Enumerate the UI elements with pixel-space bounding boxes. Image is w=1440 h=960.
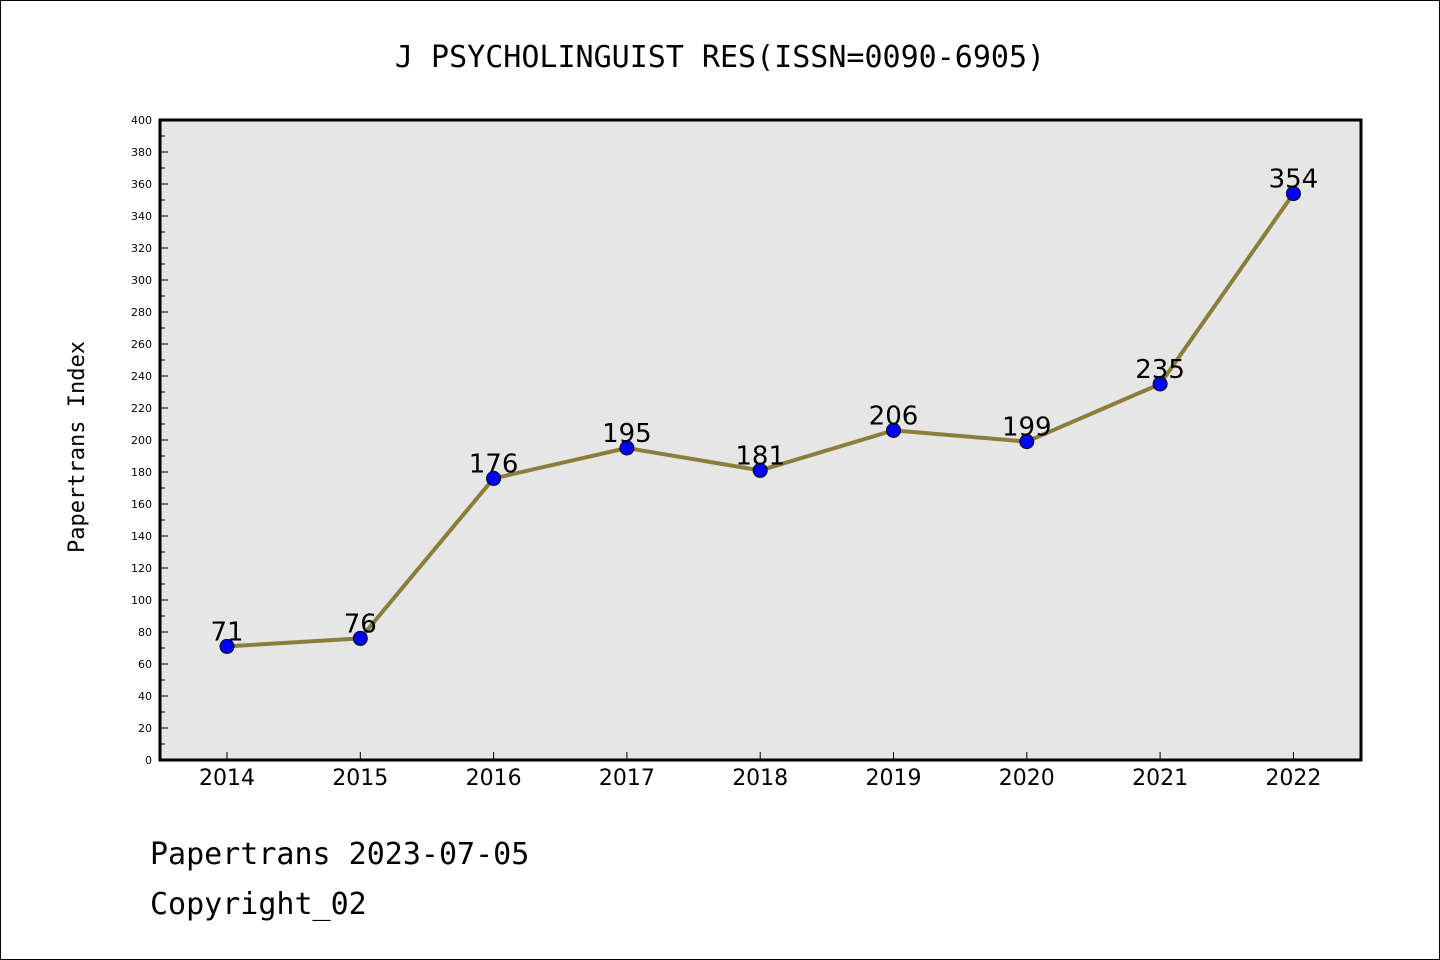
- y-tick-label: 20: [138, 722, 152, 735]
- x-tick-label: 2022: [1265, 766, 1321, 791]
- data-point: [1152, 376, 1168, 392]
- footer-date: Papertrans 2023-07-05: [150, 837, 529, 872]
- data-label: 195: [602, 419, 652, 449]
- chart-title: J PSYCHOLINGUIST RES(ISSN=0090-6905): [395, 40, 1045, 75]
- x-tick-label: 2019: [866, 766, 922, 791]
- y-tick-label: 220: [131, 402, 152, 415]
- y-tick-label: 80: [138, 626, 152, 639]
- y-tick-label: 140: [131, 530, 152, 543]
- data-point: [352, 630, 368, 646]
- y-tick-label: 360: [131, 178, 152, 191]
- x-tick-label: 2017: [599, 766, 655, 791]
- data-point: [1019, 434, 1035, 450]
- y-tick-label: 200: [131, 434, 152, 447]
- y-tick-label: 260: [131, 338, 152, 351]
- data-point: [219, 638, 235, 654]
- y-tick-label: 40: [138, 690, 152, 703]
- data-point: [1285, 186, 1301, 202]
- data-label: 181: [735, 441, 785, 471]
- y-tick-label: 180: [131, 466, 152, 479]
- y-tick-label: 100: [131, 594, 152, 607]
- y-tick-label: 300: [131, 274, 152, 287]
- data-label: 76: [344, 609, 377, 639]
- data-labels: 71 76 176 195 181 206 199 235 354: [210, 165, 1318, 648]
- y-tick-label: 240: [131, 370, 152, 383]
- y-tick-label: 60: [138, 658, 152, 671]
- y-tick-label: 280: [131, 306, 152, 319]
- y-axis: 0 20 40 60 80 100 120 140 160 180 200 220 240 260 280 3…: [131, 114, 168, 767]
- y-tick-label: 320: [131, 242, 152, 255]
- x-tick-label: 2015: [332, 766, 388, 791]
- data-label: 199: [1002, 413, 1052, 443]
- y-tick-label: 120: [131, 562, 152, 575]
- plot-area: [158, 118, 1363, 762]
- y-tick-label: 400: [131, 114, 152, 127]
- data-point: [619, 440, 635, 456]
- series: [219, 186, 1301, 654]
- x-tick-label: 2016: [466, 766, 522, 791]
- y-tick-label: 340: [131, 210, 152, 223]
- data-label: 206: [869, 401, 919, 431]
- footer-copyright: Copyright_02: [150, 887, 367, 922]
- data-label: 354: [1269, 165, 1319, 195]
- y-tick-label: 380: [131, 146, 152, 159]
- data-label: 71: [210, 617, 243, 647]
- y-axis-label: Papertrans Index: [65, 341, 90, 553]
- data-label: 235: [1135, 355, 1185, 385]
- x-tick-label: 2021: [1132, 766, 1188, 791]
- data-label: 176: [469, 449, 519, 479]
- data-point: [886, 422, 901, 438]
- x-axis: 2014 2015 2016 2017 2018 2019 2020 2021 2022: [199, 752, 1321, 791]
- y-tick-label: 0: [145, 754, 152, 767]
- data-point: [752, 462, 768, 478]
- data-point: [486, 470, 502, 486]
- x-tick-label: 2014: [199, 766, 255, 791]
- y-tick-label: 160: [131, 498, 152, 511]
- x-tick-label: 2020: [999, 766, 1055, 791]
- x-tick-label: 2018: [732, 766, 788, 791]
